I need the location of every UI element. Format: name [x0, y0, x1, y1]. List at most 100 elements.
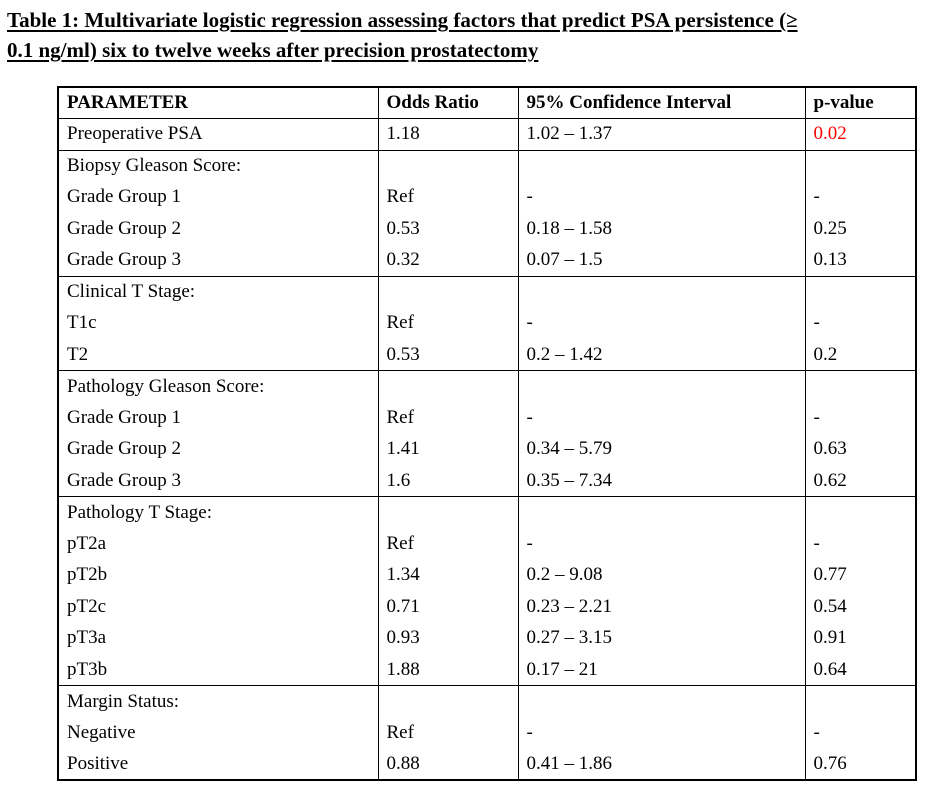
confidence-interval-cell: 0.18 – 1.58: [517, 213, 806, 245]
confidence-interval-cell: 0.35 – 7.34: [517, 465, 806, 497]
odds-ratio-cell: Ref: [377, 528, 519, 560]
p-value-cell: 0.54: [804, 591, 917, 623]
p-value-cell: -: [804, 717, 917, 749]
table-row: T1c Ref - -: [57, 307, 917, 339]
table-title: Table 1: Multivariate logistic regressio…: [7, 5, 798, 65]
confidence-interval-cell: [517, 150, 806, 182]
table-title-line-1: Table 1: Multivariate logistic regressio…: [7, 8, 798, 32]
table-header: PARAMETER Odds Ratio 95% Confidence Inte…: [57, 87, 917, 119]
p-value-cell: 0.63: [804, 433, 917, 465]
table-group-clinical-t-stage: Clinical T Stage: T1c Ref - - T2 0.53 0.2 – 1.4…: [57, 276, 917, 371]
table-row: Biopsy Gleason Score:: [57, 150, 917, 182]
table-row: Grade Group 2 1.41 0.34 – 5.79 0.63: [57, 433, 917, 465]
p-value-cell: [804, 276, 917, 308]
p-value-cell: 0.76: [804, 748, 917, 780]
p-value-cell: [804, 150, 917, 182]
parameter-cell: Biopsy Gleason Score:: [57, 150, 379, 182]
odds-ratio-cell: Ref: [377, 307, 519, 339]
parameter-cell: Preoperative PSA: [57, 118, 379, 150]
odds-ratio-cell: 0.88: [377, 748, 519, 780]
column-header-p-value: p-value: [804, 87, 917, 119]
odds-ratio-cell: [377, 496, 519, 528]
table-row: Pathology Gleason Score:: [57, 370, 917, 402]
confidence-interval-cell: [517, 276, 806, 308]
table-group-pathology-t-stage: Pathology T Stage: pT2a Ref - - pT2b 1.34 0.2 –…: [57, 496, 917, 686]
p-value-cell: -: [804, 181, 917, 213]
table-row: Clinical T Stage:: [57, 276, 917, 308]
table-row: Margin Status:: [57, 685, 917, 717]
table-row: pT2a Ref - -: [57, 528, 917, 560]
confidence-interval-cell: -: [517, 181, 806, 213]
confidence-interval-cell: [517, 685, 806, 717]
odds-ratio-cell: 0.53: [377, 339, 519, 371]
table-row: T2 0.53 0.2 – 1.42 0.2: [57, 339, 917, 371]
odds-ratio-cell: [377, 150, 519, 182]
p-value-cell: 0.2: [804, 339, 917, 371]
parameter-cell: pT2c: [57, 591, 379, 623]
parameter-cell: Pathology T Stage:: [57, 496, 379, 528]
parameter-cell: pT3a: [57, 622, 379, 654]
parameter-cell: T2: [57, 339, 379, 371]
parameter-cell: Pathology Gleason Score:: [57, 370, 379, 402]
confidence-interval-cell: 0.2 – 9.08: [517, 559, 806, 591]
parameter-cell: pT3b: [57, 654, 379, 686]
parameter-cell: pT2a: [57, 528, 379, 560]
odds-ratio-cell: 0.53: [377, 213, 519, 245]
odds-ratio-cell: 0.93: [377, 622, 519, 654]
parameter-cell: pT2b: [57, 559, 379, 591]
p-value-cell: 0.64: [804, 654, 917, 686]
p-value-cell: [804, 685, 917, 717]
table-row: pT2c 0.71 0.23 – 2.21 0.54: [57, 591, 917, 623]
confidence-interval-cell: -: [517, 307, 806, 339]
p-value-cell: 0.77: [804, 559, 917, 591]
table-group-pathology-gleason-score: Pathology Gleason Score: Grade Group 1 Ref…: [57, 370, 917, 497]
confidence-interval-cell: 0.34 – 5.79: [517, 433, 806, 465]
p-value-cell: -: [804, 528, 917, 560]
parameter-cell: Positive: [57, 748, 379, 780]
table-row: Grade Group 2 0.53 0.18 – 1.58 0.25: [57, 213, 917, 245]
odds-ratio-cell: 1.18: [377, 118, 519, 150]
table-row: Negative Ref - -: [57, 717, 917, 749]
confidence-interval-cell: 0.23 – 2.21: [517, 591, 806, 623]
parameter-cell: Margin Status:: [57, 685, 379, 717]
table-row: Grade Group 1 Ref - -: [57, 402, 917, 434]
odds-ratio-cell: [377, 370, 519, 402]
parameter-cell: Clinical T Stage:: [57, 276, 379, 308]
confidence-interval-cell: [517, 496, 806, 528]
odds-ratio-cell: [377, 685, 519, 717]
odds-ratio-cell: 0.32: [377, 244, 519, 276]
parameter-cell: Grade Group 1: [57, 402, 379, 434]
odds-ratio-cell: 0.71: [377, 591, 519, 623]
p-value-cell: -: [804, 307, 917, 339]
confidence-interval-cell: -: [517, 717, 806, 749]
confidence-interval-cell: 0.41 – 1.86: [517, 748, 806, 780]
table-row: Grade Group 3 1.6 0.35 – 7.34 0.62: [57, 465, 917, 497]
table-row: pT2b 1.34 0.2 – 9.08 0.77: [57, 559, 917, 591]
p-value-cell: 0.25: [804, 213, 917, 245]
odds-ratio-cell: Ref: [377, 181, 519, 213]
confidence-interval-cell: 0.07 – 1.5: [517, 244, 806, 276]
odds-ratio-cell: 1.41: [377, 433, 519, 465]
odds-ratio-cell: Ref: [377, 717, 519, 749]
parameter-cell: Grade Group 2: [57, 213, 379, 245]
p-value-cell: [804, 496, 917, 528]
table-row: Grade Group 3 0.32 0.07 – 1.5 0.13: [57, 244, 917, 276]
parameter-cell: T1c: [57, 307, 379, 339]
odds-ratio-cell: 1.34: [377, 559, 519, 591]
confidence-interval-cell: 0.2 – 1.42: [517, 339, 806, 371]
odds-ratio-cell: [377, 276, 519, 308]
table-row: Pathology T Stage:: [57, 496, 917, 528]
table-row: pT3b 1.88 0.17 – 21 0.64: [57, 654, 917, 686]
confidence-interval-cell: [517, 370, 806, 402]
odds-ratio-cell: 1.88: [377, 654, 519, 686]
confidence-interval-cell: 0.17 – 21: [517, 654, 806, 686]
column-header-odds-ratio: Odds Ratio: [377, 87, 519, 119]
confidence-interval-cell: 0.27 – 3.15: [517, 622, 806, 654]
column-header-parameter: PARAMETER: [57, 87, 379, 119]
column-header-confidence-interval: 95% Confidence Interval: [517, 87, 806, 119]
p-value-cell: 0.13: [804, 244, 917, 276]
parameter-cell: Grade Group 3: [57, 244, 379, 276]
table-group-biopsy-gleason-score: Biopsy Gleason Score: Grade Group 1 Ref - - G…: [57, 150, 917, 276]
parameter-cell: Negative: [57, 717, 379, 749]
